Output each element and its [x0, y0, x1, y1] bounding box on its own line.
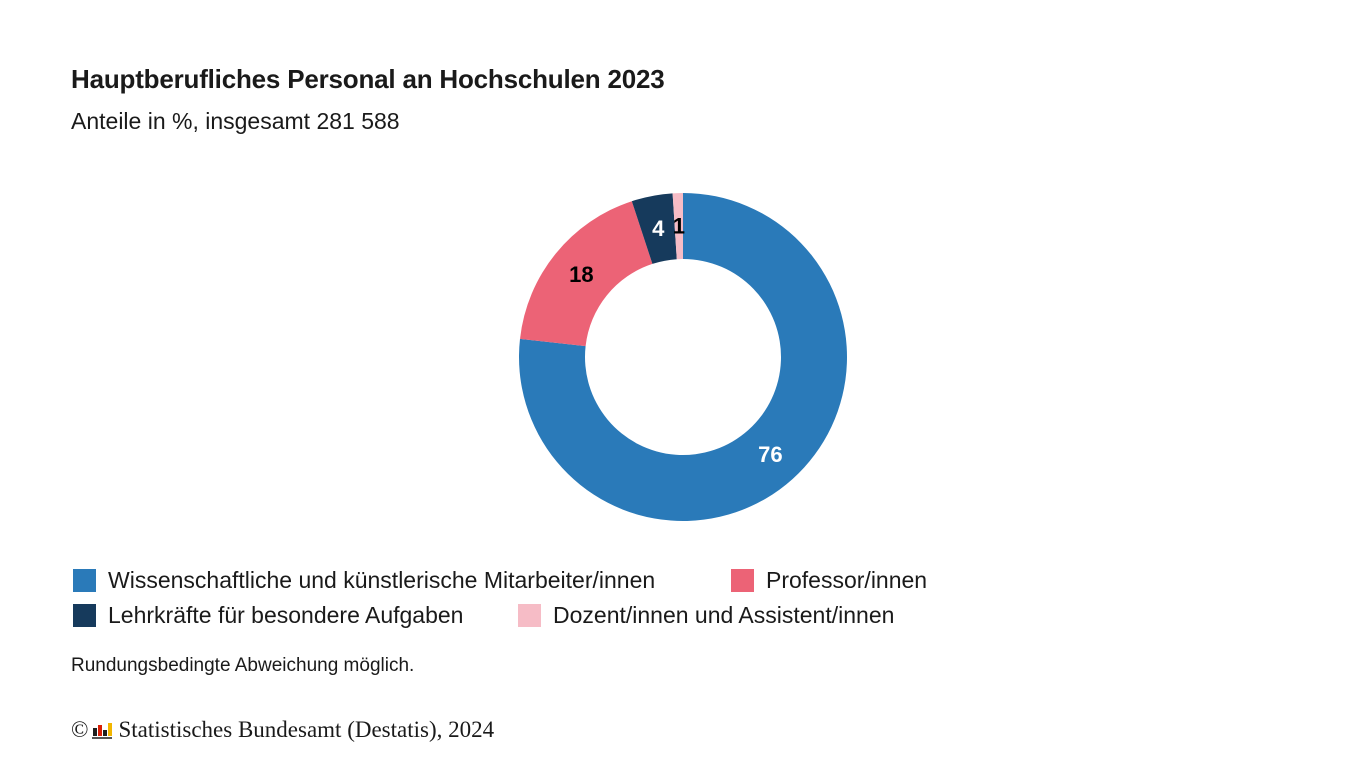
slice-lehrkraefte [631, 193, 677, 264]
legend-label-dozenten: Dozent/innen und Assistent/innen [553, 602, 895, 628]
chart-note: Rundungsbedingte Abweichung möglich. [71, 655, 415, 676]
legend-item-dozenten: Dozent/innen und Assistent/innen [518, 602, 894, 629]
slice-wissenschaftliche [519, 193, 847, 521]
legend-label-wissenschaftliche: Wissenschaftliche und künstlerische Mita… [108, 567, 656, 593]
chart-subtitle: Anteile in %, insgesamt 281 588 [71, 108, 400, 134]
chart-title: Hauptberufliches Personal an Hochschulen… [71, 64, 665, 94]
legend-label-lehrkraefte: Lehrkräfte für besondere Aufgaben [108, 602, 464, 628]
slice-label-lehrkraefte: 4 [652, 216, 665, 241]
donut-slices [519, 193, 847, 521]
slice-label-wissenschaftliche: 76 [758, 442, 782, 467]
legend-label-professoren: Professor/innen [766, 567, 928, 593]
donut-chart: 76 18 4 1 [519, 193, 847, 521]
donut-labels: 76 18 4 1 [569, 214, 783, 468]
destatis-logo-icon [92, 721, 113, 739]
legend-swatch-dozenten [518, 604, 541, 627]
legend-swatch-lehrkraefte [73, 604, 96, 627]
slice-dozenten [672, 193, 683, 260]
legend-swatch-professoren [731, 569, 754, 592]
copyright-symbol: © [71, 717, 89, 742]
legend-row-1: Wissenschaftliche und künstlerische Mita… [73, 563, 973, 598]
slice-label-professoren: 18 [569, 262, 593, 287]
legend-item-professoren: Professor/innen [731, 567, 927, 594]
legend-item-wissenschaftliche: Wissenschaftliche und künstlerische Mita… [73, 567, 731, 594]
legend-row-2: Lehrkräfte für besondere Aufgaben Dozent… [73, 598, 973, 633]
legend-swatch-wissenschaftliche [73, 569, 96, 592]
slice-label-dozenten: 1 [673, 214, 685, 239]
slice-professoren [520, 201, 653, 347]
source-footer: © Statistisches Bundesamt (Destatis), 20… [71, 717, 494, 743]
legend-item-lehrkraefte: Lehrkräfte für besondere Aufgaben [73, 602, 518, 629]
chart-legend: Wissenschaftliche und künstlerische Mita… [73, 563, 973, 633]
source-text: Statistisches Bundesamt (Destatis), 2024 [118, 717, 495, 742]
